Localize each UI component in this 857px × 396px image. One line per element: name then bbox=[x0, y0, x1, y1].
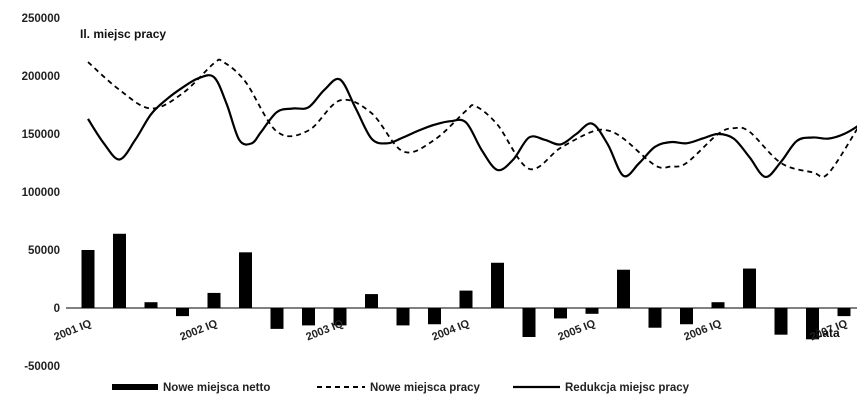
series-line-redukcja-miejsc-pracy bbox=[87, 74, 857, 178]
bar bbox=[522, 308, 536, 337]
x-axis-label: Lata bbox=[815, 326, 840, 340]
legend-swatch-bar bbox=[112, 384, 158, 390]
x-tick-label: 2001 IQ bbox=[52, 317, 93, 343]
bar bbox=[207, 292, 221, 308]
y-tick-label: 0 bbox=[54, 303, 60, 315]
lines-group bbox=[87, 58, 857, 178]
bar bbox=[270, 308, 284, 329]
x-axis: 2001 IQ 2002 IQ 2003 IQ 2004 IQ 2005 IQ 2006 … bbox=[52, 317, 849, 343]
bar bbox=[239, 252, 252, 308]
bar bbox=[428, 308, 441, 325]
legend: Nowe miejsca netto Nowe miejsca pracy Redu… bbox=[112, 382, 690, 394]
y-axis: 250000 200000 150000 100000 50000 0 -50000 bbox=[22, 13, 60, 373]
bar bbox=[491, 262, 504, 308]
bar bbox=[837, 308, 851, 317]
y-tick-label: 150000 bbox=[22, 129, 60, 141]
y-tick-label: 250000 bbox=[22, 13, 60, 25]
bar bbox=[617, 269, 630, 308]
x-tick-label: 2005 IQ bbox=[556, 317, 597, 343]
x-tick-label: 2002 IQ bbox=[178, 317, 219, 343]
legend-label: Nowe miejsca pracy bbox=[370, 382, 481, 394]
bar bbox=[806, 308, 819, 340]
bar bbox=[585, 308, 599, 314]
bars-group bbox=[81, 233, 851, 340]
bar bbox=[554, 308, 567, 319]
y-tick-label: 200000 bbox=[22, 71, 60, 83]
bar bbox=[113, 233, 126, 308]
bar bbox=[396, 308, 410, 326]
y-tick-label: 50000 bbox=[28, 245, 60, 257]
bar bbox=[774, 308, 788, 335]
bar bbox=[81, 250, 95, 308]
bar bbox=[680, 308, 693, 325]
y-tick-label: 100000 bbox=[22, 187, 60, 199]
bar bbox=[743, 268, 756, 308]
legend-label: Nowe miejsca netto bbox=[163, 382, 270, 394]
bar bbox=[176, 308, 189, 317]
y-tick-label: -50000 bbox=[24, 361, 60, 373]
bar bbox=[365, 294, 378, 308]
series-line-nowe-miejsca-pracy bbox=[87, 58, 857, 178]
bar bbox=[333, 308, 347, 326]
bar bbox=[302, 308, 315, 326]
bar bbox=[648, 308, 662, 328]
chart-title: Il. miejsc pracy bbox=[80, 27, 166, 41]
legend-label: Redukcja miejsc pracy bbox=[565, 382, 690, 394]
bar bbox=[711, 302, 725, 308]
bar bbox=[144, 302, 158, 308]
bar bbox=[459, 290, 473, 308]
